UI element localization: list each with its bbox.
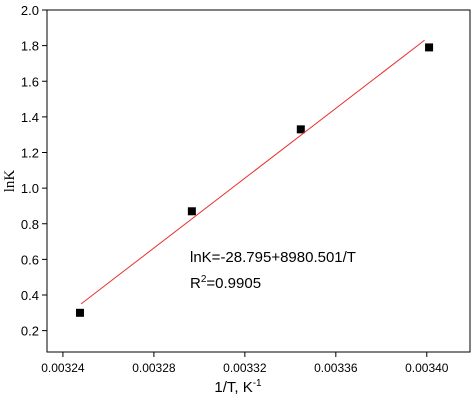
annotation: lnK=-28.795+8980.501/T <box>190 249 356 266</box>
y-tick-label: 1.8 <box>21 39 39 54</box>
plot-frame <box>46 9 471 353</box>
r-squared-sup: 2 <box>201 274 207 285</box>
data-point <box>187 207 196 216</box>
x-axis-label: 1/T, K-1 <box>214 378 262 396</box>
x-tick-label: 0.00328 <box>132 361 176 375</box>
y-tick-label: 1.4 <box>21 110 39 125</box>
x-axis-label-sup: -1 <box>253 378 262 389</box>
r-squared-base: R <box>190 275 201 292</box>
y-tick-label: 2.0 <box>21 3 39 18</box>
y-tick-label: 0.2 <box>21 324 39 339</box>
y-tick-label: 1.0 <box>21 181 39 196</box>
y-tick-label: 1.2 <box>21 146 39 161</box>
y-tick-label: 0.8 <box>21 217 39 232</box>
r-squared-rest: =0.9905 <box>206 275 261 292</box>
x-axis-label-base: 1/T, K <box>214 379 252 396</box>
x-tick-label: 0.00332 <box>223 361 267 375</box>
y-axis-label: lnK <box>2 170 18 193</box>
data-point <box>425 43 434 52</box>
y-tick-label: 0.6 <box>21 252 39 267</box>
r-squared: R2=0.9905 <box>190 274 261 292</box>
y-tick-label: 0.4 <box>21 288 39 303</box>
data-point <box>296 125 305 134</box>
x-tick-label: 0.00324 <box>41 361 85 375</box>
x-tick-label: 0.00340 <box>405 361 449 375</box>
x-tick-label: 0.00336 <box>314 361 358 375</box>
y-tick-label: 1.6 <box>21 74 39 89</box>
fit-line <box>80 39 425 305</box>
data-point <box>75 308 84 317</box>
